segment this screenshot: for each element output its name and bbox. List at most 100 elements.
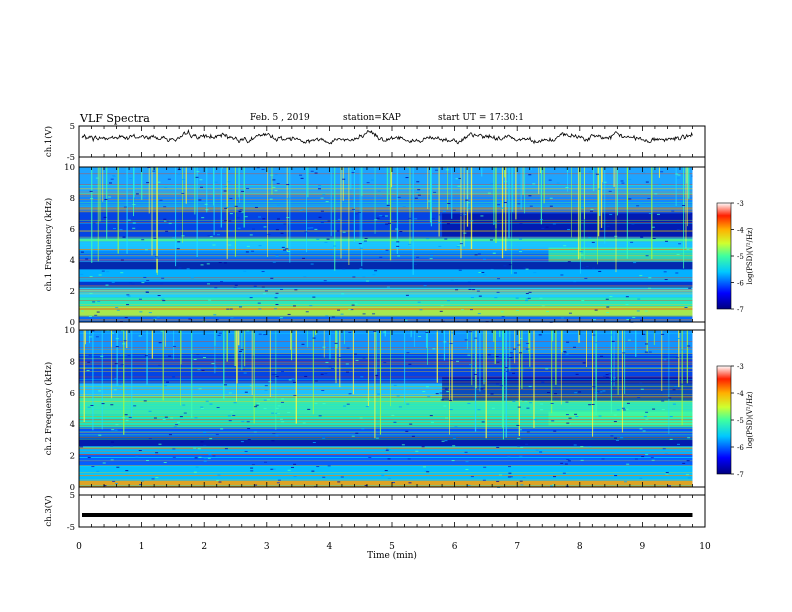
noise-speck <box>111 441 115 443</box>
y-tick-label: 4 <box>70 256 75 266</box>
noise-speck <box>122 343 126 345</box>
noise-speck <box>287 313 291 315</box>
x-axis-label: Time (min) <box>367 550 417 561</box>
noise-speck <box>228 250 232 252</box>
noise-speck <box>103 216 107 218</box>
noise-speck <box>343 405 347 407</box>
noise-speck <box>671 210 675 212</box>
noise-speck <box>135 193 139 195</box>
noise-speck <box>163 206 167 208</box>
noise-speck <box>665 472 669 474</box>
noise-speck <box>87 406 91 408</box>
noise-speck <box>275 376 279 378</box>
noise-speck <box>401 444 405 446</box>
noise-speck <box>383 362 387 364</box>
frequency-band <box>79 261 693 270</box>
noise-speck <box>525 348 529 350</box>
noise-speck <box>406 403 410 405</box>
noise-speck <box>423 466 427 468</box>
noise-speck <box>455 178 459 180</box>
noise-speck <box>473 373 477 375</box>
noise-speck <box>352 276 356 278</box>
noise-speck <box>654 193 658 195</box>
noise-speck <box>223 186 227 188</box>
frequency-band <box>79 241 693 251</box>
noise-speck <box>441 440 445 442</box>
noise-speck <box>286 198 290 200</box>
noise-speck <box>594 309 598 311</box>
noise-speck <box>320 222 324 224</box>
noise-speck <box>89 276 93 278</box>
noise-speck <box>333 245 337 247</box>
noise-speck <box>377 393 381 395</box>
noise-speck <box>651 226 655 228</box>
noise-speck <box>676 253 680 255</box>
noise-speck <box>197 448 201 450</box>
noise-speck <box>217 334 221 336</box>
noise-speck <box>254 206 258 208</box>
noise-speck <box>613 414 617 416</box>
noise-speck <box>684 306 688 308</box>
noise-speck <box>188 318 192 320</box>
noise-speck <box>280 288 284 290</box>
noise-speck <box>322 194 326 196</box>
noise-speck <box>359 247 363 249</box>
noise-speck <box>588 446 592 448</box>
noise-speck <box>244 216 248 218</box>
noise-speck <box>122 236 126 238</box>
noise-speck <box>526 407 530 409</box>
noise-speck <box>545 368 549 370</box>
noise-speck <box>144 355 148 357</box>
noise-speck <box>600 355 604 357</box>
noise-speck <box>682 205 686 207</box>
noise-speck <box>107 196 111 198</box>
noise-speck <box>256 403 260 405</box>
noise-speck <box>376 217 380 219</box>
noise-speck <box>451 332 455 334</box>
noise-speck <box>113 228 117 230</box>
noise-speck <box>656 206 660 208</box>
noise-speck <box>198 456 202 458</box>
noise-speck <box>98 434 102 436</box>
noise-speck <box>348 331 352 333</box>
noise-speck <box>470 476 474 478</box>
noise-speck <box>515 309 519 311</box>
noise-speck <box>218 481 222 483</box>
noise-speck <box>626 318 630 320</box>
frequency-band <box>79 281 693 288</box>
noise-speck <box>251 464 255 466</box>
noise-speck <box>556 182 560 184</box>
noise-speck <box>245 251 249 253</box>
noise-speck <box>425 386 429 388</box>
noise-speck <box>467 207 471 209</box>
noise-speck <box>414 197 418 199</box>
noise-speck <box>276 218 280 220</box>
noise-speck <box>609 334 613 336</box>
noise-speck <box>363 240 367 242</box>
noise-speck <box>687 437 691 439</box>
noise-speck <box>274 174 278 176</box>
noise-speck <box>96 470 100 472</box>
noise-speck <box>269 198 273 200</box>
noise-speck <box>314 402 318 404</box>
noise-speck <box>183 412 187 414</box>
noise-speck <box>518 429 522 431</box>
noise-speck <box>459 243 463 245</box>
noise-speck <box>258 245 262 247</box>
noise-speck <box>567 460 571 462</box>
noise-speck <box>540 409 544 411</box>
noise-speck <box>605 345 609 347</box>
y-axis-label: ch.1 Frequency (kHz) <box>43 198 54 291</box>
noise-speck <box>449 409 453 411</box>
noise-speck <box>575 415 579 417</box>
noise-speck <box>253 285 257 287</box>
noise-speck <box>507 456 511 458</box>
noise-speck <box>158 443 162 445</box>
noise-speck <box>281 246 285 248</box>
noise-speck <box>611 381 615 383</box>
noise-speck <box>585 266 589 268</box>
frequency-band <box>79 167 693 195</box>
noise-speck <box>398 406 402 408</box>
noise-speck <box>111 281 115 283</box>
